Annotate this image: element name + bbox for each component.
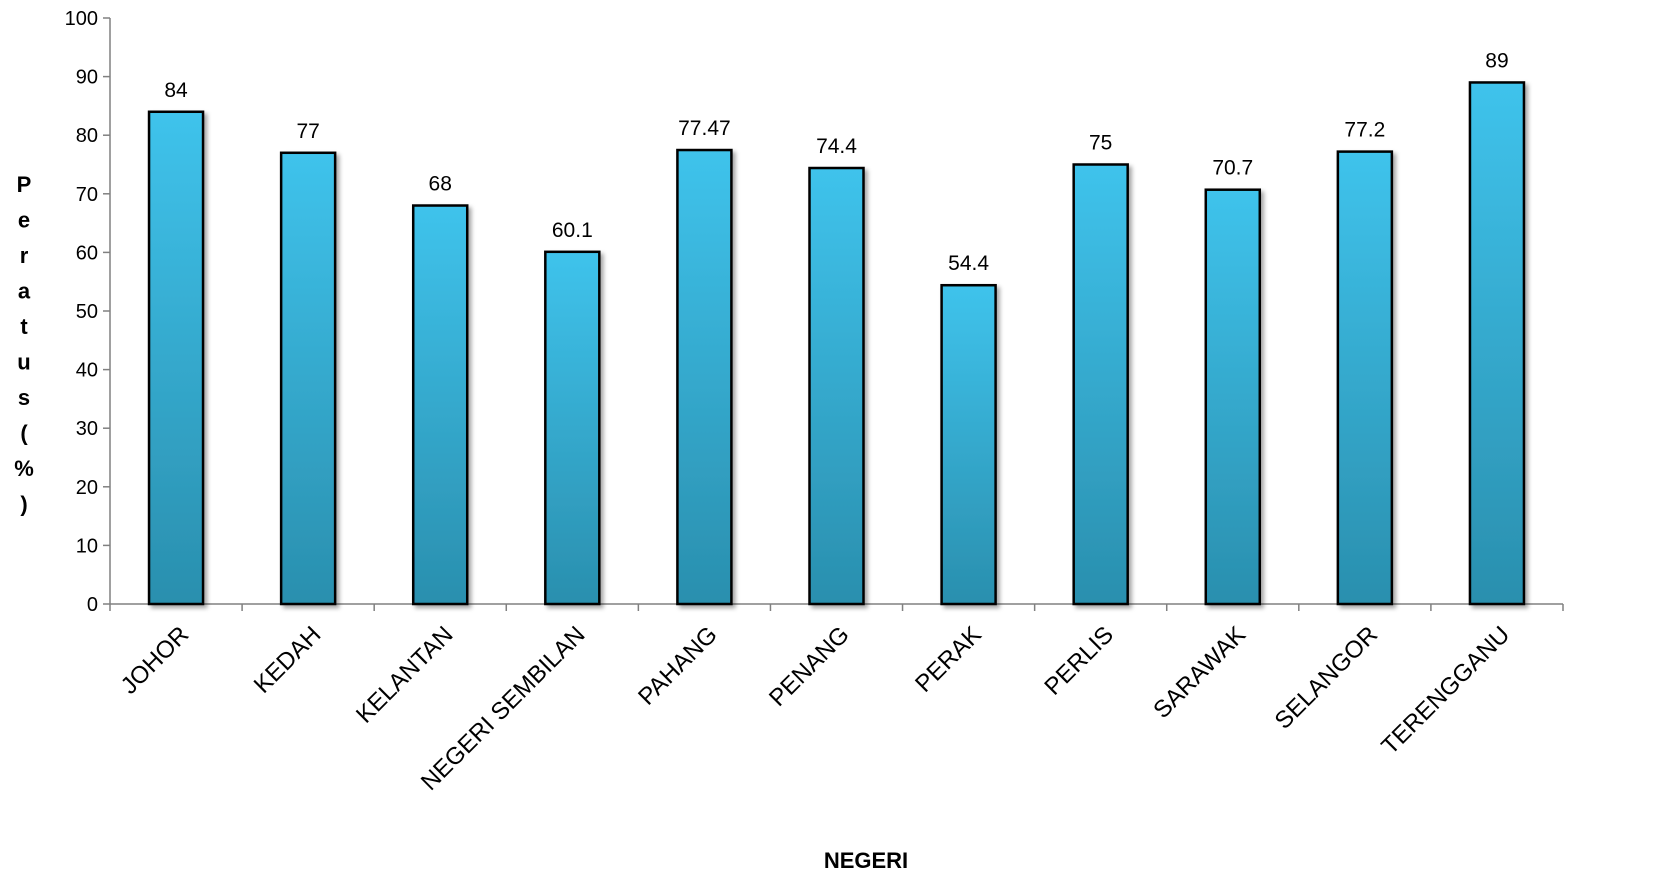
- bar-kelantan: [411, 204, 469, 606]
- category-label: JOHOR: [116, 621, 194, 699]
- category-label: PAHANG: [633, 621, 723, 711]
- y-tick-label: 100: [65, 8, 98, 30]
- data-label: 77: [296, 120, 319, 143]
- y-tick-label: 10: [76, 535, 98, 557]
- category-label: KELANTAN: [351, 621, 458, 728]
- bar-perlis: [1072, 163, 1129, 606]
- data-label: 77.2: [1344, 119, 1385, 142]
- y-axis-title-char: %: [14, 456, 34, 481]
- y-axis-title-char: a: [18, 279, 31, 304]
- data-label: 77.47: [678, 117, 731, 140]
- y-tick-label: 0: [87, 594, 98, 616]
- data-label: 89: [1485, 49, 1508, 72]
- data-label: 54.4: [948, 252, 989, 275]
- bar-penang: [808, 166, 865, 606]
- bar-pahang: [676, 148, 733, 606]
- bar-kedah: [279, 151, 337, 606]
- bar-johor: [147, 110, 205, 606]
- bar-sarawak: [1204, 188, 1262, 606]
- category-label: SARAWAK: [1148, 621, 1251, 724]
- bar-negeri-sembilan: [544, 250, 601, 606]
- data-labels: 84 77 68 60.1 77.47 74.4 54.4 75 70.7 77.2 89: [164, 49, 1508, 275]
- y-tick-label: 80: [76, 125, 98, 147]
- data-label: 84: [164, 79, 188, 102]
- category-label: TERENGGANU: [1376, 621, 1515, 760]
- category-label: PERAK: [910, 621, 987, 698]
- y-tick-label: 40: [76, 360, 98, 382]
- y-tick-label: 50: [76, 301, 98, 323]
- data-label: 60.1: [552, 219, 593, 242]
- bars: [147, 81, 1526, 606]
- y-axis-title-char: (: [20, 421, 28, 446]
- y-axis-title-char: ): [20, 492, 27, 517]
- category-label: PENANG: [764, 621, 855, 712]
- x-axis-title: NEGERI: [824, 848, 908, 873]
- category-label: KEDAH: [249, 621, 327, 699]
- bar-perak: [940, 283, 997, 606]
- y-axis-title-char: u: [17, 350, 30, 375]
- data-label: 75: [1089, 132, 1112, 155]
- bar-terengganu: [1468, 81, 1526, 606]
- data-label: 70.7: [1212, 157, 1253, 180]
- y-axis: 0 10 20 30 40 50 60 70 80 90 100: [65, 8, 111, 616]
- y-tick-label: 90: [76, 67, 98, 89]
- category-label: SELANGOR: [1270, 621, 1383, 734]
- y-tick-label: 30: [76, 418, 98, 440]
- category-label: PERLIS: [1039, 621, 1118, 700]
- bar-selangor: [1336, 150, 1394, 606]
- y-axis-title-char: s: [18, 385, 30, 410]
- y-axis-title-char: r: [20, 243, 29, 268]
- y-tick-label: 20: [76, 477, 98, 499]
- y-axis-title-char: t: [20, 314, 28, 339]
- y-axis-title-char: P: [17, 172, 32, 197]
- data-label: 74.4: [816, 135, 857, 158]
- data-label: 68: [429, 173, 452, 196]
- y-tick-label: 60: [76, 242, 98, 264]
- y-axis-title-char: e: [18, 208, 30, 233]
- y-tick-label: 70: [76, 184, 98, 206]
